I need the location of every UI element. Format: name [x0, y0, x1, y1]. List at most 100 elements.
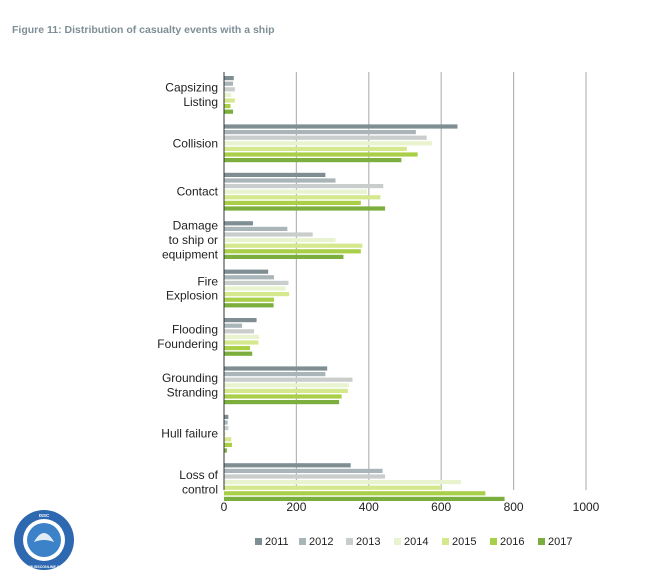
- bar-2011-0: [224, 76, 234, 81]
- bar-2017-6: [224, 400, 340, 405]
- bar-2017-0: [224, 109, 234, 114]
- bar-2012-2: [224, 178, 336, 183]
- category-label: Foundering: [157, 337, 218, 351]
- category-label: Collision: [173, 136, 218, 150]
- bar-2013-4: [224, 280, 289, 285]
- category-label: Loss of: [179, 468, 218, 482]
- bar-2014-0: [224, 92, 232, 97]
- category-label: equipment: [162, 248, 219, 262]
- legend-swatch-2013: [346, 538, 353, 545]
- bar-2016-7: [224, 442, 232, 447]
- bar-2013-8: [224, 474, 386, 479]
- legend-swatch-2017: [538, 538, 545, 545]
- bar-2015-5: [224, 340, 259, 345]
- category-label: Hull failure: [161, 427, 218, 441]
- legend-label-2015: 2015: [452, 536, 476, 548]
- bar-2015-3: [224, 243, 363, 248]
- logo-text: ISSC: [39, 513, 50, 518]
- bar-2015-7: [224, 437, 232, 442]
- bar-2013-3: [224, 232, 313, 237]
- category-label: Grounding: [162, 371, 218, 385]
- category-label: Fire: [197, 274, 218, 288]
- bar-2011-8: [224, 463, 351, 468]
- legend: 2011 2012 2013 2014 2015 2016 2017: [255, 536, 572, 548]
- bar-2014-3: [224, 238, 336, 243]
- bar-2016-4: [224, 297, 274, 302]
- bar-2012-1: [224, 130, 416, 135]
- logo-url: WWW.ISSCONLINE.ORG: [23, 565, 65, 569]
- bar-2011-2: [224, 172, 326, 177]
- bar-2013-2: [224, 184, 384, 189]
- bar-2011-4: [224, 269, 269, 274]
- x-tick-labels: 0 200 400 600 800 1000: [221, 500, 600, 514]
- bar-2017-4: [224, 303, 274, 308]
- issc-logo: ISSC WWW.ISSCONLINE.ORG: [14, 510, 74, 570]
- bar-2016-5: [224, 346, 251, 351]
- bar-2011-1: [224, 124, 458, 129]
- bar-2015-1: [224, 146, 407, 151]
- x-tick-label: 200: [286, 500, 306, 514]
- legend-swatch-2016: [490, 538, 497, 545]
- bar-2017-3: [224, 254, 344, 259]
- bar-2017-2: [224, 206, 386, 211]
- x-tick-label: 600: [431, 500, 451, 514]
- bar-2011-7: [224, 414, 229, 419]
- bar-2016-8: [224, 491, 486, 496]
- category-label: to ship or: [169, 233, 218, 247]
- category-label: Explosion: [166, 289, 218, 303]
- bar-2013-1: [224, 135, 427, 140]
- category-label: Flooding: [172, 323, 218, 337]
- bar-2014-5: [224, 334, 260, 339]
- legend-swatch-2011: [255, 538, 262, 545]
- category-label: Capsizing: [165, 81, 218, 95]
- legend-swatch-2014: [394, 538, 401, 545]
- x-tick-label: 1000: [573, 500, 600, 514]
- grid-layer: [295, 72, 587, 490]
- figure-title: Figure 11: Distribution of casualty even…: [12, 24, 275, 36]
- bar-2014-4: [224, 286, 286, 291]
- legend-label-2013: 2013: [356, 536, 380, 548]
- legend-label-2017: 2017: [548, 536, 572, 548]
- bar-2012-8: [224, 468, 383, 473]
- bar-2014-2: [224, 189, 367, 194]
- logo-emblem: [34, 533, 54, 542]
- bar-2016-6: [224, 394, 342, 399]
- category-label: Listing: [183, 95, 218, 109]
- bar-2011-5: [224, 318, 257, 323]
- category-label: Damage: [173, 219, 219, 233]
- category-label: control: [182, 482, 218, 496]
- bar-2011-6: [224, 366, 328, 371]
- bar-2012-5: [224, 323, 243, 328]
- bar-2017-5: [224, 351, 253, 356]
- bar-2012-7: [224, 420, 228, 425]
- bar-2015-2: [224, 195, 381, 200]
- bar-2017-1: [224, 158, 402, 163]
- legend-label-2016: 2016: [500, 536, 524, 548]
- bar-2014-8: [224, 480, 462, 485]
- bar-layer: [224, 76, 505, 501]
- bar-2016-3: [224, 249, 361, 254]
- bar-2015-6: [224, 388, 348, 393]
- legend-swatch-2012: [299, 538, 306, 545]
- bar-2012-3: [224, 226, 288, 231]
- x-tick-label: 0: [221, 500, 228, 514]
- bar-2013-6: [224, 377, 353, 382]
- category-label: Contact: [177, 185, 219, 199]
- bar-2016-1: [224, 152, 418, 157]
- bar-2012-0: [224, 81, 234, 86]
- bar-2014-7: [224, 431, 226, 436]
- bar-2013-7: [224, 426, 229, 431]
- bar-2015-0: [224, 98, 235, 103]
- x-tick-label: 800: [504, 500, 524, 514]
- bar-2011-3: [224, 221, 253, 226]
- legend-swatch-2015: [442, 538, 449, 545]
- legend-label-2011: 2011: [265, 536, 289, 548]
- legend-label-2012: 2012: [309, 536, 333, 548]
- bar-2015-4: [224, 292, 290, 297]
- legend-label-2014: 2014: [404, 536, 428, 548]
- bar-2013-5: [224, 329, 255, 334]
- bar-2012-4: [224, 275, 274, 280]
- category-label: Stranding: [167, 386, 218, 400]
